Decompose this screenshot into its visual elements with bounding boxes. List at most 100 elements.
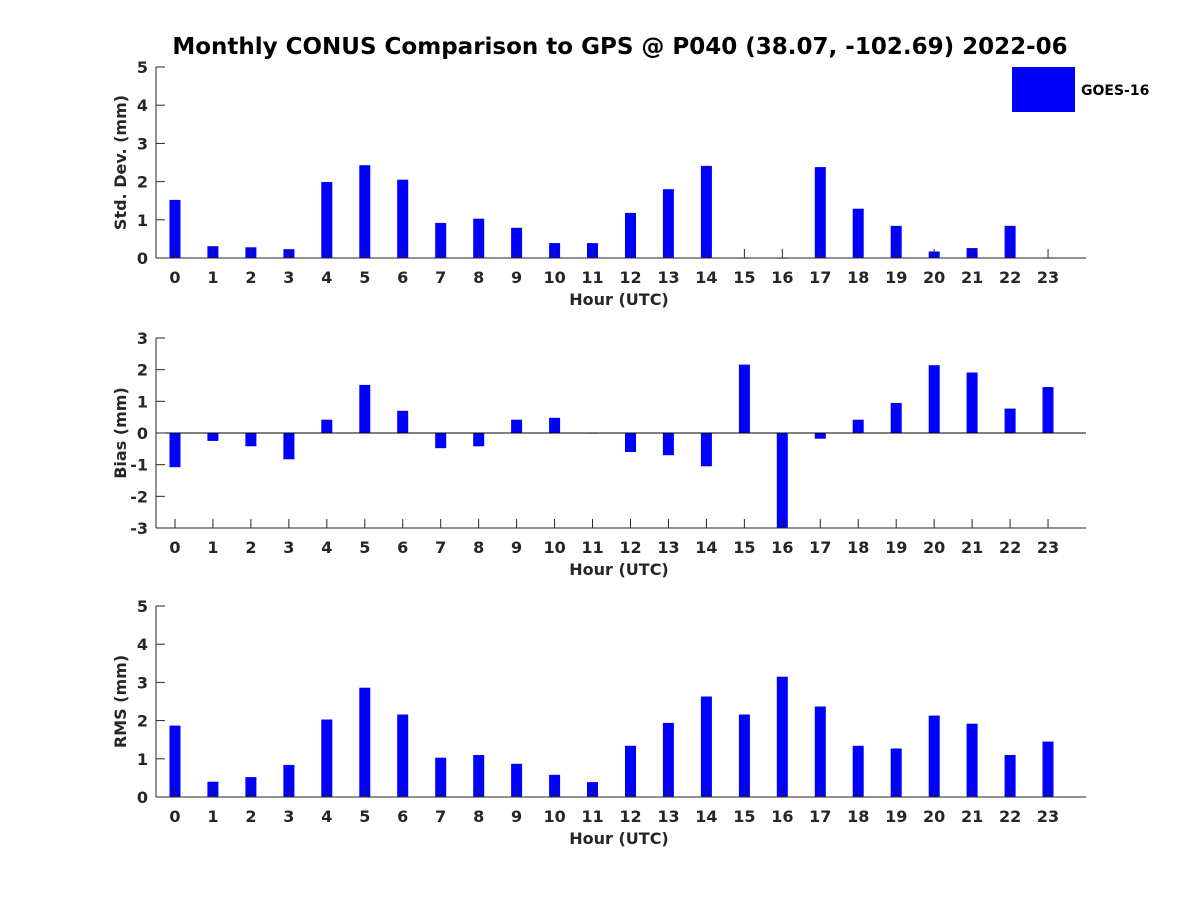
std-dev-ytick-label: 4 [137, 96, 148, 115]
bias-xtick-label: 11 [581, 538, 603, 557]
rms-x-axis-label: Hour (UTC) [569, 829, 669, 848]
rms-xtick-label: 17 [809, 807, 831, 826]
rms-xtick-label: 14 [695, 807, 717, 826]
std-dev-xtick-label: 5 [359, 268, 370, 287]
bias-xtick-label: 4 [321, 538, 332, 557]
std-dev-bar-hour-8 [473, 218, 485, 258]
std-dev-xtick-label: 8 [473, 268, 484, 287]
std-dev-xtick-label: 20 [923, 268, 945, 287]
std-dev-xtick-label: 1 [207, 268, 218, 287]
bias-bar-hour-17 [814, 433, 826, 439]
std-dev-xtick-label: 18 [847, 268, 869, 287]
bias-xtick-label: 9 [511, 538, 522, 557]
std-dev-xtick-label: 13 [657, 268, 679, 287]
rms-bar-hour-2 [245, 777, 257, 797]
std-dev-bar-hour-18 [852, 208, 864, 258]
bias-bar-hour-19 [890, 402, 902, 433]
std-dev-ytick-label: 1 [137, 211, 148, 230]
bias-bar-hour-1 [207, 433, 219, 441]
bias-bar-hour-2 [245, 433, 257, 447]
rms-xtick-label: 21 [961, 807, 983, 826]
rms-ytick-label: 1 [137, 750, 148, 769]
rms-bar-hour-21 [966, 723, 978, 797]
bias-bar-hour-20 [928, 365, 940, 433]
std-dev-bar-hour-9 [511, 227, 523, 258]
std-dev-xtick-label: 23 [1037, 268, 1059, 287]
rms-bar-hour-17 [814, 706, 826, 797]
bias-xtick-label: 1 [207, 538, 218, 557]
bias-xtick-label: 19 [885, 538, 907, 557]
rms-bar-hour-18 [852, 745, 864, 797]
rms-xtick-label: 4 [321, 807, 332, 826]
std-dev-xtick-label: 9 [511, 268, 522, 287]
bias-bar-hour-13 [662, 433, 674, 456]
rms-bar-hour-13 [662, 722, 674, 797]
rms-bar-hour-22 [1004, 755, 1016, 797]
rms-bar-hour-15 [738, 714, 750, 797]
std-dev-bar-hour-17 [814, 167, 826, 258]
bias-xtick-label: 12 [619, 538, 641, 557]
bias-bar-hour-6 [397, 410, 409, 433]
legend-label: GOES-16 [1081, 83, 1149, 99]
bias-bar-hour-4 [321, 419, 333, 433]
bias-xtick-label: 10 [543, 538, 565, 557]
rms-xtick-label: 12 [619, 807, 641, 826]
rms-xtick-label: 11 [581, 807, 603, 826]
rms-xtick-label: 23 [1037, 807, 1059, 826]
bias-bar-hour-0 [169, 433, 181, 468]
bias-xtick-label: 23 [1037, 538, 1059, 557]
std-dev-xtick-label: 11 [581, 268, 603, 287]
std-dev-bar-hour-0 [169, 199, 181, 258]
bias-bar-hour-8 [473, 433, 485, 447]
std-dev-xtick-label: 2 [245, 268, 256, 287]
std-dev-xtick-label: 19 [885, 268, 907, 287]
std-dev-bar-hour-7 [435, 222, 447, 258]
std-dev-xtick-label: 16 [771, 268, 793, 287]
bias-xtick-label: 21 [961, 538, 983, 557]
bias-xtick-label: 16 [771, 538, 793, 557]
bias-xtick-label: 13 [657, 538, 679, 557]
rms-xtick-label: 7 [435, 807, 446, 826]
rms-xtick-label: 5 [359, 807, 370, 826]
rms-bar-hour-3 [283, 764, 295, 797]
rms-xtick-label: 6 [397, 807, 408, 826]
rms-xtick-label: 20 [923, 807, 945, 826]
bias-xtick-label: 6 [397, 538, 408, 557]
std-dev-xtick-label: 10 [543, 268, 565, 287]
rms-bar-hour-5 [359, 687, 371, 797]
std-dev-xtick-label: 15 [733, 268, 755, 287]
bias-bar-hour-23 [1042, 387, 1054, 433]
legend-swatch [1012, 67, 1075, 112]
rms-bar-hour-6 [397, 714, 409, 797]
std-dev-xtick-label: 12 [619, 268, 641, 287]
bias-xtick-label: 18 [847, 538, 869, 557]
rms-bar-hour-12 [625, 745, 636, 797]
std-dev-bar-hour-12 [625, 212, 636, 258]
rms-xtick-label: 9 [511, 807, 522, 826]
bias-xtick-label: 2 [245, 538, 256, 557]
rms-ytick-label: 4 [137, 635, 148, 654]
bias-bar-hour-15 [738, 364, 750, 433]
bias-bar-hour-16 [776, 433, 788, 528]
rms-bar-hour-9 [511, 763, 523, 797]
rms-ytick-label: 5 [137, 597, 148, 616]
std-dev-ytick-label: 2 [137, 173, 148, 192]
std-dev-bar-hour-14 [700, 165, 712, 258]
bias-xtick-label: 14 [695, 538, 717, 557]
bias-ytick-label: -1 [130, 456, 148, 475]
rms-ytick-label: 2 [137, 712, 148, 731]
bias-xtick-label: 22 [999, 538, 1021, 557]
std-dev-ytick-label: 3 [137, 134, 148, 153]
rms-xtick-label: 13 [657, 807, 679, 826]
std-dev-xtick-label: 6 [397, 268, 408, 287]
bias-xtick-label: 0 [169, 538, 180, 557]
rms-bar-hour-7 [435, 757, 447, 797]
rms-bar-hour-20 [928, 715, 940, 797]
chart-title: Monthly CONUS Comparison to GPS @ P040 (… [172, 34, 1067, 60]
rms-xtick-label: 1 [207, 807, 218, 826]
rms-xtick-label: 3 [283, 807, 294, 826]
bias-bar-hour-21 [966, 372, 978, 433]
